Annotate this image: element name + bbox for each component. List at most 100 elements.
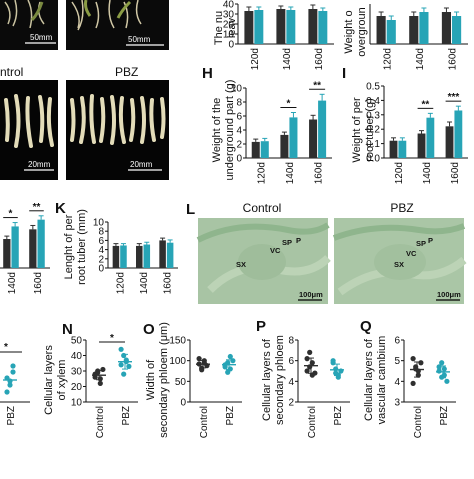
bar-control: [280, 134, 289, 158]
panel-O: O Width ofsecondary phloem (μm) 0 50 100 15…: [143, 321, 242, 438]
bar-control: [309, 119, 318, 158]
axis-label: Width of: [145, 359, 157, 400]
axis-label: The nu: [213, 11, 225, 45]
photo-middle-left: 20mm: [0, 80, 58, 180]
axis-label: Cellular layers of: [363, 338, 375, 421]
point-pbz: [121, 352, 127, 359]
chart-overground-weight: Weight oovergroun 120d 140d 160d: [343, 4, 468, 70]
micrograph-pbz: SX VC SP P 100μm: [332, 218, 467, 304]
point-pbz: [7, 378, 13, 384]
photo-middle-right: 20mm: [66, 80, 169, 180]
y-tick-label: 0.0: [366, 154, 380, 165]
scale-label: 20mm: [28, 160, 51, 169]
y-tick-label: 20: [223, 20, 235, 31]
y-tick-label: 8: [288, 336, 294, 347]
point-pbz: [10, 363, 16, 369]
bar-control: [276, 9, 286, 44]
y-tick-label: 8: [236, 98, 242, 109]
sig-mark: **: [422, 99, 430, 110]
panel-letter: H: [202, 65, 213, 82]
y-tick-label: 2: [98, 254, 104, 265]
x-tick-label: 160d: [314, 48, 325, 70]
bar-control: [29, 229, 37, 268]
point-control: [196, 356, 202, 362]
y-tick-label: 0: [228, 40, 234, 51]
point-control: [410, 380, 416, 386]
sig-mark: *: [9, 209, 13, 220]
panel-L: L Control PBZ SX VC SP P 100μm SX VC SP …: [186, 201, 467, 304]
x-tick-label: PBZ: [6, 406, 17, 425]
scale-label: 100μm: [299, 290, 323, 299]
panel-letter: O: [143, 321, 155, 338]
y-tick-label: 6: [98, 236, 104, 247]
point-pbz: [436, 368, 442, 374]
bar-pbz: [143, 244, 151, 268]
axis-label: Cellular layers: [43, 345, 55, 415]
x-tick-label: PBZ: [121, 406, 132, 425]
x-tick-label: PBZ: [439, 406, 450, 425]
x-tick-label: 160d: [450, 162, 461, 184]
x-tick-label: 120d: [394, 162, 405, 184]
axis-label: secondary phloem: [274, 335, 286, 425]
point-control: [97, 380, 103, 386]
bar-pbz: [318, 11, 328, 44]
micro-label: P: [428, 236, 433, 245]
y-tick-label: 2: [236, 140, 242, 151]
x-tick-label: 120d: [250, 48, 261, 70]
axis-label: leav: [226, 17, 238, 38]
x-tick-label: Control: [199, 406, 210, 438]
bar-pbz: [419, 12, 429, 44]
panel-N: N Cellular layersof xylem 10 20 30 40 50 Cont…: [43, 321, 138, 438]
scale-label: 20mm: [130, 160, 153, 169]
y-tick-label: 10: [223, 30, 235, 41]
panel-I: I Weight of perroot tuber (g) 0.0 0.1 0.2 0…: [342, 65, 468, 184]
bar-pbz: [289, 117, 298, 158]
point-control: [307, 349, 313, 355]
bar-pbz: [37, 219, 45, 268]
point-control: [309, 372, 315, 378]
x-tick-label: 140d: [415, 48, 426, 70]
micro-label: SX: [394, 260, 404, 269]
bar-pbz: [166, 242, 174, 268]
micrograph-title-control: Control: [243, 201, 282, 215]
y-tick-label: 0: [236, 154, 242, 165]
y-tick-label: 3: [394, 398, 400, 409]
axis-label: vascular cambium: [376, 336, 388, 425]
x-tick-label: 120d: [382, 48, 393, 70]
y-tick-label: 4: [98, 245, 104, 256]
point-pbz: [441, 372, 447, 378]
axis-label: of xylem: [56, 360, 68, 401]
point-pbz: [118, 346, 124, 352]
point-control: [304, 368, 310, 374]
bar-pbz: [398, 140, 407, 158]
panel-H: H Weight of theunderground part (g) 0 2 4 6…: [202, 65, 332, 184]
bar-control: [112, 245, 120, 268]
axis-label: underground part (g): [224, 80, 236, 181]
photo-label-pbz: PBZ: [115, 65, 138, 79]
panel-letter: K: [55, 200, 66, 217]
bar-control: [376, 16, 386, 44]
y-tick-label: 0.2: [366, 125, 380, 136]
x-tick-label: 140d: [422, 162, 433, 184]
panel-letter: N: [62, 321, 73, 338]
axis-label: root tuber (g): [364, 98, 376, 162]
bar-pbz: [318, 100, 327, 158]
micro-label: P: [296, 236, 301, 245]
y-tick-label: 20: [71, 382, 83, 393]
axis-label: overgroun: [356, 7, 368, 57]
x-tick-label: 140d: [7, 272, 18, 294]
axis-label: Weight of the: [211, 98, 223, 163]
bar-control: [389, 140, 398, 158]
scale-label: 100μm: [437, 290, 461, 299]
point-control: [304, 356, 310, 362]
svg-text:Cellular layersof xylem: Cellular layersof xylem: [43, 345, 68, 415]
point-pbz: [121, 371, 127, 377]
point-control: [309, 360, 315, 366]
y-tick-label: 0.5: [366, 82, 380, 93]
svg-text:Cellular layers ofsecondary ph: Cellular layers ofsecondary phloem: [261, 335, 286, 425]
bar-pbz: [286, 10, 296, 44]
bar-pbz: [260, 141, 269, 158]
panel-P: P Cellular layers ofsecondary phloem 2 4 6…: [256, 318, 350, 438]
